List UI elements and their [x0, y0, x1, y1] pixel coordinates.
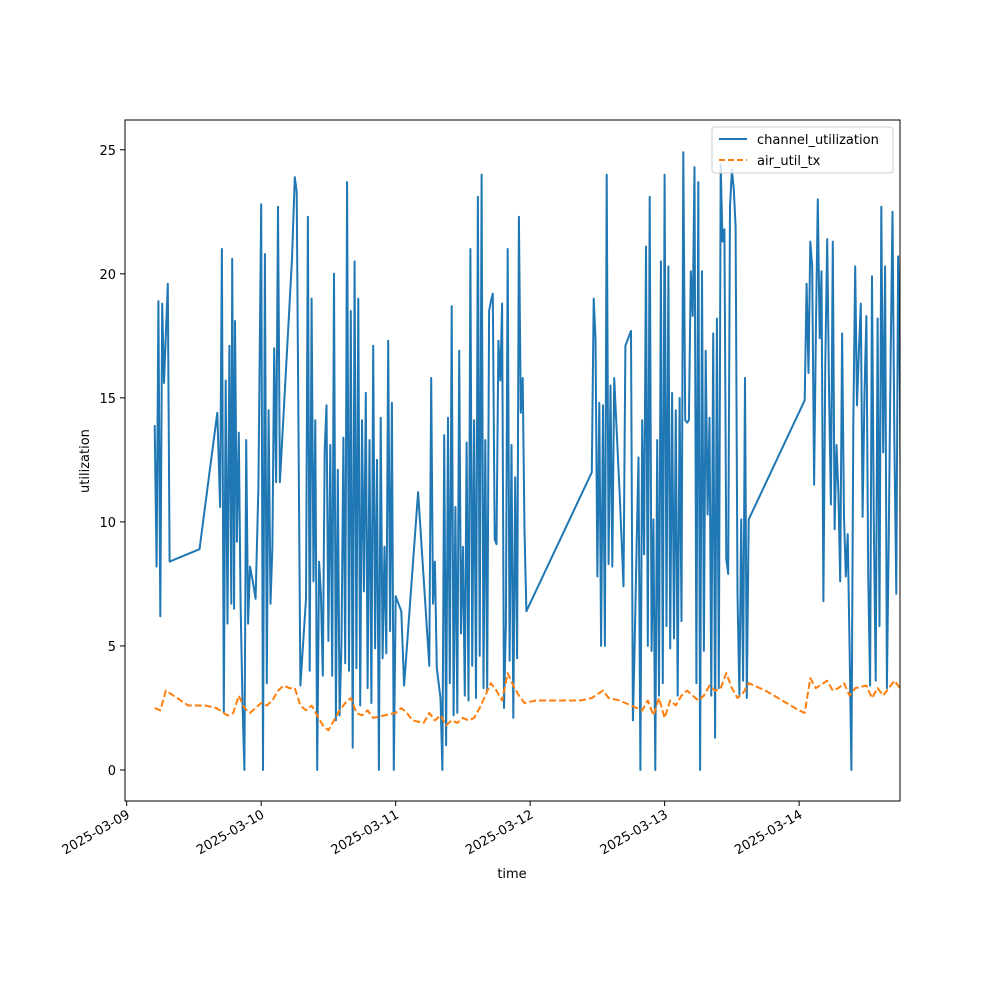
legend-box	[711, 126, 894, 174]
y-axis-label: utilization	[78, 429, 93, 493]
x-axis-label: time	[497, 867, 526, 882]
legend-label-air-util-tx: air_util_tx	[757, 154, 821, 169]
plot-frame	[124, 119, 901, 802]
y-tick-label: 10	[99, 516, 116, 531]
series-line-channel-utilization	[153, 151, 900, 771]
legend-label-channel-utilization: channel_utilization	[757, 133, 879, 148]
y-tick-label: 25	[99, 144, 116, 159]
y-tick-label: 20	[99, 268, 116, 283]
y-tick-label: 5	[108, 640, 116, 655]
y-tick-label: 15	[99, 392, 116, 407]
series-layer	[153, 151, 900, 771]
series-line-air-util-tx	[154, 672, 900, 732]
legend: channel_utilization air_util_tx	[711, 126, 894, 174]
y-tick-label: 0	[108, 764, 116, 779]
y-axis-ticks: 0 5 10 15 20 25	[99, 144, 125, 779]
